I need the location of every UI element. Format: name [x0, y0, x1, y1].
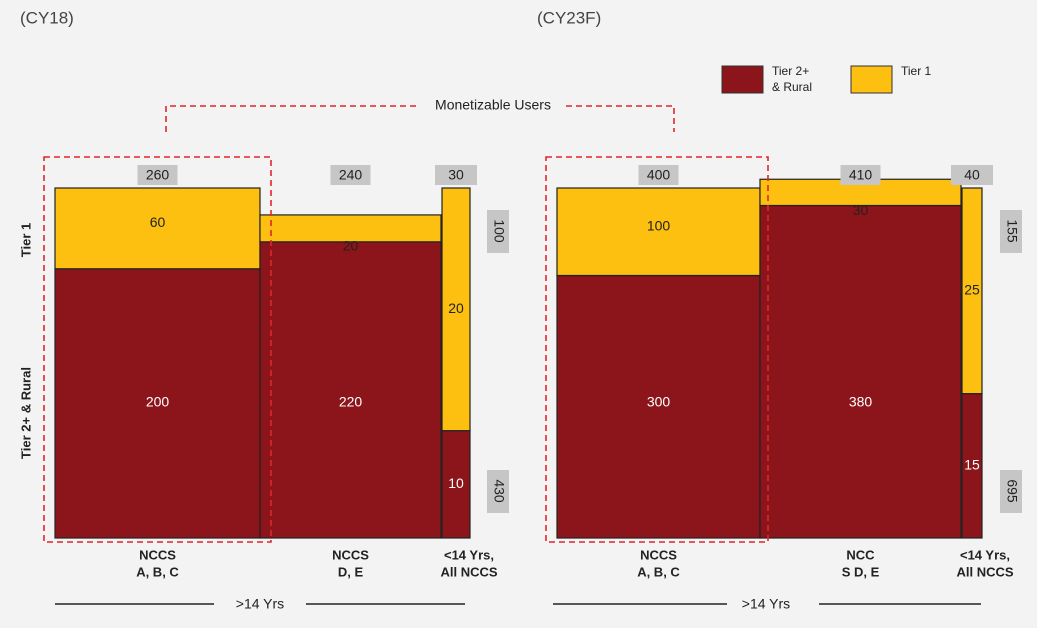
monetizable-bracket: [165, 105, 675, 132]
monetizable-box: [545, 156, 769, 543]
monetizable-label: Monetizable Users: [435, 97, 551, 113]
row-total-box-tier2-rural: [1000, 470, 1022, 513]
column-total-box: [840, 165, 881, 185]
row-total-box-tier1: [1000, 210, 1022, 253]
legend-swatch: [850, 65, 893, 94]
column-total-label: 410: [849, 167, 873, 183]
column-total-label: 30: [448, 167, 464, 183]
category-label: <14 Yrs,: [444, 547, 494, 562]
data-label-tier2-rural: 15: [964, 457, 980, 473]
row-label-tier1: Tier 1: [18, 223, 33, 257]
legend-swatch: [721, 65, 764, 94]
data-label-tier1: 25: [964, 282, 980, 298]
bar-segment-tier1: [54, 187, 261, 270]
column-total-box: [330, 165, 371, 185]
legend-label: Tier 1: [901, 64, 932, 78]
data-label-tier1: 100: [647, 217, 671, 233]
age-label: >14 Yrs: [742, 596, 790, 612]
column-total-label: 260: [146, 167, 170, 183]
row-label-tier2-rural: Tier 2+ & Rural: [18, 367, 33, 459]
bar-segment-tier2-rural: [759, 204, 962, 539]
data-label-tier1: 30: [853, 202, 869, 218]
column-total-box: [951, 165, 993, 185]
bar-segment-tier2-rural: [556, 274, 761, 539]
category-label: All NCCS: [956, 564, 1013, 579]
row-total-tier1: 100: [491, 219, 507, 243]
data-label-tier2-rural: 220: [339, 394, 363, 410]
category-label: NCCS: [640, 547, 677, 562]
legend-label: Tier 2+: [772, 64, 809, 78]
data-label-tier2-rural: 380: [849, 394, 873, 410]
panel-title: (CY23F): [537, 8, 601, 27]
data-label-tier2-rural: 300: [647, 394, 671, 410]
bar-segment-tier2-rural: [259, 241, 442, 539]
column-total-box: [435, 165, 477, 185]
row-total-tier1: 155: [1004, 219, 1020, 243]
column-total-label: 240: [339, 167, 363, 183]
monetizable-box: [43, 156, 272, 543]
data-label-tier1: 60: [150, 214, 166, 230]
category-label: NCC: [846, 547, 875, 562]
category-label: <14 Yrs,: [960, 547, 1010, 562]
panel-cy23f: (CY23F) 300 100 400 NCCS A, B, C 380 30 410 NCC S …: [537, 8, 1022, 612]
panel-cy18: (CY18) 200 60 260 NCCS A, B, C 220 20 240 NCCS D, …: [20, 8, 509, 612]
category-label: NCCS: [332, 547, 369, 562]
data-label-tier2-rural: 200: [146, 394, 170, 410]
column-total-box: [137, 165, 178, 185]
category-label: A, B, C: [136, 564, 179, 579]
category-label: All NCCS: [440, 564, 497, 579]
bar-segment-tier2-rural: [441, 430, 471, 539]
category-label: NCCS: [139, 547, 176, 562]
category-label: D, E: [338, 564, 364, 579]
bar-segment-tier1: [441, 187, 471, 432]
column-total-label: 400: [647, 167, 671, 183]
column-total-box: [638, 165, 679, 185]
legend-label: & Rural: [772, 80, 812, 94]
age-label: >14 Yrs: [236, 596, 284, 612]
row-total-tier2-rural: 695: [1004, 479, 1020, 503]
row-total-tier2-rural: 430: [491, 479, 507, 503]
column-total-label: 40: [964, 167, 980, 183]
bar-segment-tier1: [961, 187, 983, 395]
category-label: A, B, C: [637, 564, 680, 579]
row-total-box-tier1: [487, 210, 509, 253]
data-label-tier1: 20: [448, 300, 464, 316]
data-label-tier2-rural: 10: [448, 475, 464, 491]
data-label-tier1: 20: [343, 238, 359, 254]
row-total-box-tier2-rural: [487, 470, 509, 513]
panel-title: (CY18): [20, 8, 74, 27]
category-label: S D, E: [842, 564, 880, 579]
bar-segment-tier1: [259, 214, 442, 243]
